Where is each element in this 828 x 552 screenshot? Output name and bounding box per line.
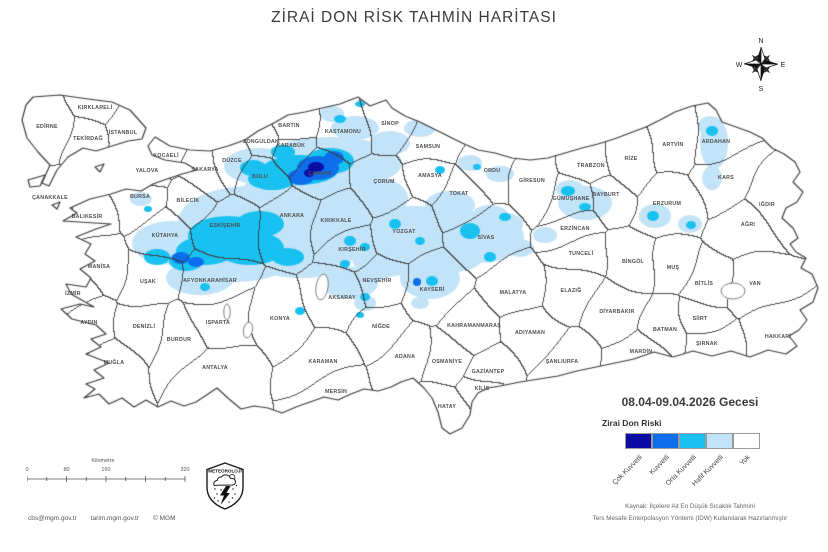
legend-title: Zirai Don Riski — [602, 418, 662, 428]
footer-link: tarim.mgm.gov.tr — [90, 515, 140, 522]
legend-swatch — [652, 433, 679, 449]
scale-bar: Kilometre 0 80 160 320 — [20, 458, 200, 492]
scale-tick-label: 160 — [101, 467, 111, 473]
legend-swatch — [733, 433, 760, 449]
compass-n-label: N — [758, 38, 763, 45]
source-line-1: Kaynak: İlçelere Ait En Düşük Sıcaklık T… — [625, 503, 755, 510]
compass-rose-icon: N S W E — [736, 38, 786, 93]
legend: Zirai Don Riski Çok Kuvvetli Kuvvetli Orta… — [598, 418, 798, 488]
legend-swatches — [625, 433, 760, 449]
legend-swatch — [706, 433, 733, 449]
footer-link: cbs@mgm.gov.tr — [28, 515, 77, 522]
legend-swatch — [625, 433, 652, 449]
compass-s-label: S — [759, 86, 764, 93]
legend-swatch — [679, 433, 706, 449]
footer-contact-links: cbs@mgm.gov.tr tarim.mgm.gov.tr © MGM — [28, 515, 190, 522]
meteoroloji-logo-icon: METEOROLOJİ — [206, 462, 244, 510]
source-line-2: Ters Mesafe Enterpolasyon Yöntemi (IDW) … — [592, 515, 788, 522]
footer-link: © MGM — [153, 515, 176, 522]
scale-unit-label: Kilometre — [91, 458, 115, 464]
footer-source-note: Kaynak: İlçelere Ait En Düşük Sıcaklık T… — [560, 501, 820, 525]
scale-tick-label: 0 — [25, 467, 29, 473]
scale-tick-label: 320 — [180, 467, 190, 473]
scale-bar-line — [27, 476, 186, 482]
compass-w-label: W — [736, 62, 743, 69]
logo-text: METEOROLOJİ — [208, 468, 241, 474]
scale-tick-label: 80 — [63, 467, 70, 473]
page-title: ZİRAİ DON RİSK TAHMİN HARİTASI — [271, 9, 557, 26]
legend-labels: Çok Kuvvetli Kuvvetli Orta Kuvvetli Hafif K… — [611, 451, 785, 497]
compass-e-label: E — [781, 62, 786, 69]
forecast-date-label: 08.04-09.04.2026 Gecesi — [621, 395, 759, 409]
